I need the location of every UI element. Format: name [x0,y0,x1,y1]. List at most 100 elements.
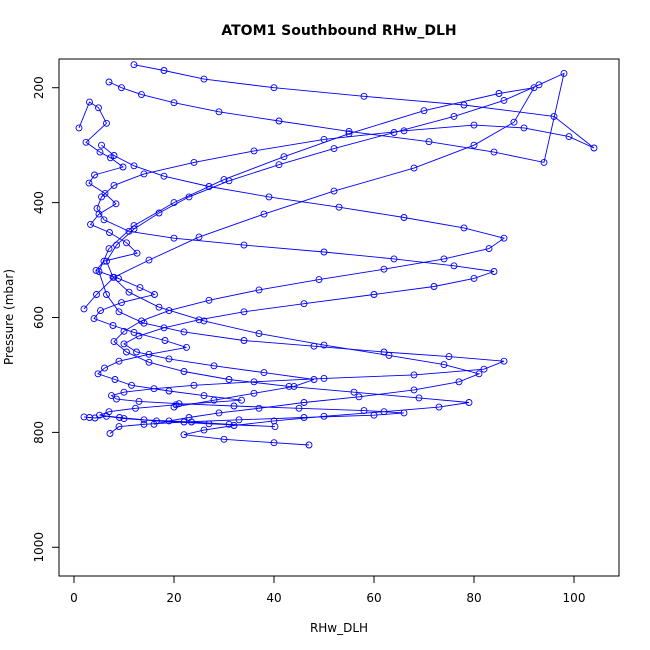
data-point [320,341,328,349]
x-tick-label: 60 [366,591,381,605]
data-point [335,203,343,211]
data-point [510,118,518,126]
series-line-2 [96,64,595,408]
x-tick-label: 20 [166,591,181,605]
data-point [128,381,135,389]
data-point [200,75,208,83]
data-point [133,249,141,257]
data-point [101,364,108,372]
data-point [250,147,258,155]
x-axis: 0 20 40 60 80 100 [70,576,585,605]
data-point [165,355,173,363]
data-point [320,248,328,256]
data-point [103,119,110,127]
data-point [440,255,448,263]
y-tick-label: 600 [32,306,46,329]
data-point [360,92,368,100]
data-point [130,328,138,336]
data-point [305,441,313,449]
data-point [200,317,208,325]
data-point [82,138,90,146]
data-point [75,124,83,132]
data-point [170,234,178,242]
data-point [530,84,538,92]
data-point [150,385,158,393]
data-point [180,431,188,439]
data-point [345,127,353,135]
data-point [170,99,178,107]
data-point [145,256,153,264]
data-point [470,121,478,129]
data-point [250,389,258,397]
data-point [255,286,263,294]
data-point [130,162,138,170]
data-point [138,317,145,325]
data-point [180,368,188,375]
data-point [500,234,508,242]
data-point [120,340,128,348]
data-point [135,332,143,340]
data-point [93,291,100,298]
data-point [105,245,113,253]
data-point [350,388,358,396]
data-point [415,394,423,402]
data-point [240,241,248,249]
data-point [180,418,188,426]
data-point [355,393,363,401]
data-point [96,148,104,156]
data-point [161,337,169,344]
data-point [108,392,115,400]
data-point [155,303,163,311]
data-point [540,158,548,166]
x-tick-label: 40 [266,591,281,605]
data-point [93,204,101,212]
plot-area [75,61,598,449]
data-point [500,357,508,365]
data-point [116,414,123,421]
data-point [275,117,283,125]
data-point [390,129,398,136]
data-point [235,416,243,424]
data-point [475,370,483,378]
data-point [150,420,158,428]
data-point [86,414,93,421]
series-line-0 [78,101,276,428]
data-point [115,357,123,365]
y-tick-label: 400 [32,191,46,214]
data-point [195,316,203,324]
data-point [133,348,140,356]
data-point [91,171,98,179]
data-point [285,382,293,390]
data-point [205,183,213,190]
data-point [125,288,133,296]
data-point [113,395,120,403]
data-point [140,416,148,424]
y-tick-label: 800 [32,421,46,444]
data-point [110,338,118,346]
data-point [132,404,139,412]
data-point [315,276,323,284]
data-point [110,152,118,159]
data-point [109,322,117,329]
data-point [98,193,105,201]
data-point [97,307,104,315]
data-point [465,399,473,406]
data-point [165,307,173,315]
data-point [470,141,478,149]
data-point [450,262,458,270]
data-point [110,181,118,189]
data-point [410,164,418,172]
data-point [103,291,110,298]
data-point [230,402,238,410]
data-point [390,255,398,263]
data-point [80,413,88,421]
data-point [90,315,98,323]
data-point [410,386,418,394]
data-point [270,84,278,92]
data-point [380,265,388,273]
data-point [280,153,288,161]
x-axis-label: RHw_DLH [310,621,368,635]
data-point [450,112,458,120]
data-point [495,90,503,97]
